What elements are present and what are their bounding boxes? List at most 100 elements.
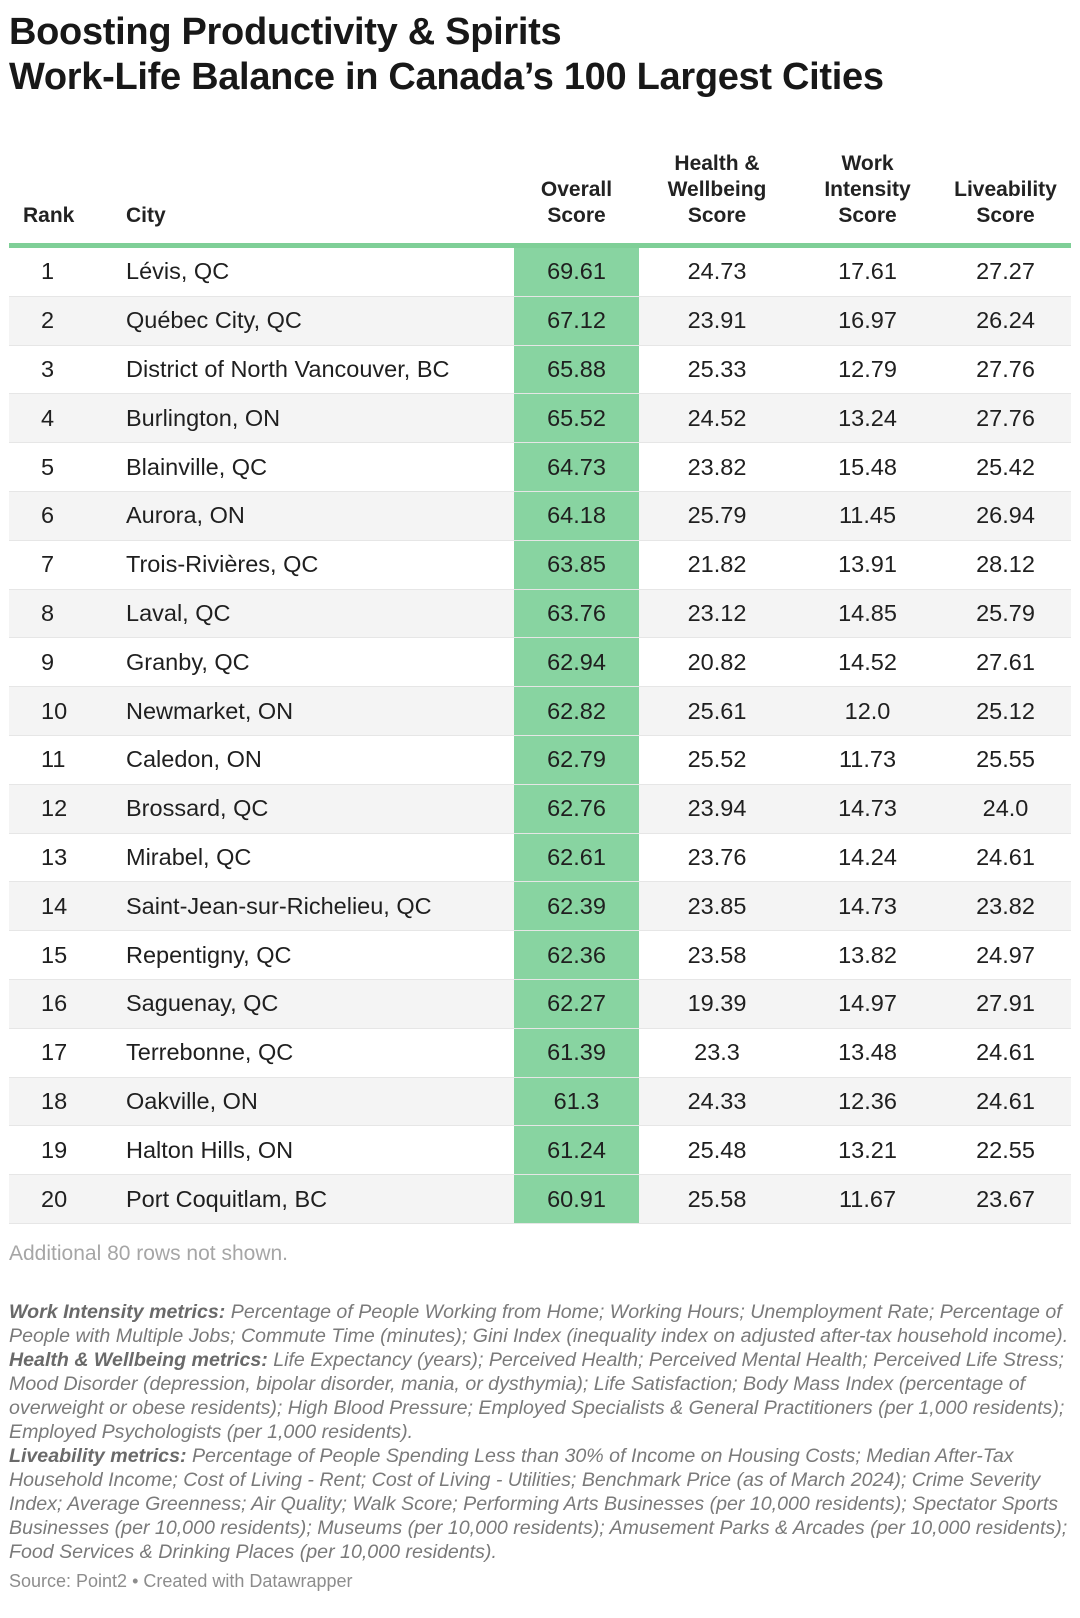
cell-city: Port Coquitlam, BC [126, 1174, 514, 1224]
cell-rank: 13 [9, 833, 126, 883]
cell-overall: 64.18 [514, 491, 639, 541]
table-row: 12 Brossard, QC 62.76 23.94 14.73 24.0 [9, 784, 1071, 834]
cell-city: Lévis, QC [126, 245, 514, 297]
cell-live: 27.61 [940, 637, 1071, 688]
cell-overall: 62.79 [514, 735, 639, 785]
cell-overall: 62.76 [514, 784, 639, 834]
table-row: 10 Newmarket, ON 62.82 25.61 12.0 25.12 [9, 686, 1071, 736]
cell-overall: 62.39 [514, 881, 639, 932]
table-body: 1 Lévis, QC 69.61 24.73 17.61 27.27 2 Québec Ci… [9, 245, 1071, 1224]
cell-health: 25.58 [639, 1174, 795, 1224]
table-header: Rank City Overall Score Health & Wellbeing Sco… [9, 151, 1071, 248]
cell-health: 25.48 [639, 1125, 795, 1176]
cell-live: 24.0 [940, 784, 1071, 834]
cell-health: 25.79 [639, 491, 795, 541]
cell-rank: 7 [9, 540, 126, 590]
cell-live: 25.79 [940, 589, 1071, 639]
cell-rank: 18 [9, 1077, 126, 1127]
cell-rank: 3 [9, 345, 126, 395]
metrics-note-text: Life Expectancy (years); Perceived Healt… [9, 1348, 1065, 1443]
cell-city: Brossard, QC [126, 784, 514, 834]
column-header-line: Score [687, 204, 747, 227]
table-row: 7 Trois-Rivières, QC 63.85 21.82 13.91 28.12 [9, 540, 1071, 590]
table-row: 17 Terrebonne, QC 61.39 23.3 13.48 24.61 [9, 1028, 1071, 1078]
cell-overall: 61.39 [514, 1028, 639, 1078]
cell-overall: 67.12 [514, 296, 639, 346]
column-header-line: Score [547, 204, 606, 227]
column-header-rank[interactable]: Rank [9, 151, 126, 248]
cell-city: Granby, QC [126, 637, 514, 688]
cell-health: 20.82 [639, 637, 795, 688]
table-row: 9 Granby, QC 62.94 20.82 14.52 27.61 [9, 637, 1071, 688]
cell-work: 14.73 [795, 881, 940, 932]
cell-overall: 61.24 [514, 1125, 639, 1176]
column-header-city[interactable]: City [126, 151, 514, 248]
cell-live: 25.12 [940, 686, 1071, 736]
cell-city: Blainville, QC [126, 442, 514, 492]
cell-work: 13.48 [795, 1028, 940, 1078]
cell-city: Oakville, ON [126, 1077, 514, 1127]
cell-city: District of North Vancouver, BC [126, 345, 514, 395]
cell-rank: 8 [9, 589, 126, 639]
cell-city: Québec City, QC [126, 296, 514, 346]
metrics-note-label: Liveability metrics: [9, 1444, 187, 1467]
cell-overall: 62.27 [514, 979, 639, 1029]
cell-rank: 16 [9, 979, 126, 1029]
cell-rank: 14 [9, 881, 126, 932]
column-header-line: Work [841, 152, 894, 175]
chart-container: Boosting Productivity & Spirits Work-Lif… [9, 0, 1071, 1592]
column-header-overall[interactable]: Overall Score [514, 151, 639, 248]
table-row: 11 Caledon, ON 62.79 25.52 11.73 25.55 [9, 735, 1071, 785]
table-row: 8 Laval, QC 63.76 23.12 14.85 25.79 [9, 589, 1071, 639]
cell-overall: 64.73 [514, 442, 639, 492]
column-header-line: City [126, 204, 166, 227]
metrics-note: Work Intensity metrics: Percentage of Pe… [9, 1300, 1071, 1348]
table-row: 4 Burlington, ON 65.52 24.52 13.24 27.76 [9, 393, 1071, 444]
cell-live: 26.94 [940, 491, 1071, 541]
column-header-live[interactable]: Liveability Score [940, 151, 1071, 248]
cell-work: 11.73 [795, 735, 940, 785]
table-row: 1 Lévis, QC 69.61 24.73 17.61 27.27 [9, 245, 1071, 297]
cell-health: 24.73 [639, 245, 795, 297]
cell-city: Repentigny, QC [126, 930, 514, 980]
cell-work: 14.97 [795, 979, 940, 1029]
table-row: 15 Repentigny, QC 62.36 23.58 13.82 24.97 [9, 930, 1071, 980]
cell-rank: 17 [9, 1028, 126, 1078]
table-row: 20 Port Coquitlam, BC 60.91 25.58 11.67 23.67 [9, 1174, 1071, 1224]
column-header-line: Score [838, 204, 897, 227]
cell-work: 12.36 [795, 1077, 940, 1127]
cell-rank: 6 [9, 491, 126, 541]
metrics-notes: Work Intensity metrics: Percentage of Pe… [9, 1300, 1071, 1564]
cell-city: Newmarket, ON [126, 686, 514, 736]
cell-health: 23.12 [639, 589, 795, 639]
cell-city: Saguenay, QC [126, 979, 514, 1029]
table-row: 5 Blainville, QC 64.73 23.82 15.48 25.42 [9, 442, 1071, 492]
table-row: 13 Mirabel, QC 62.61 23.76 14.24 24.61 [9, 833, 1071, 883]
cell-overall: 62.61 [514, 833, 639, 883]
metrics-note-text: Percentage of People Spending Less than … [9, 1444, 1068, 1563]
cell-health: 23.85 [639, 881, 795, 932]
table-row: 2 Québec City, QC 67.12 23.91 16.97 26.24 [9, 296, 1071, 346]
cell-work: 15.48 [795, 442, 940, 492]
cell-work: 14.85 [795, 589, 940, 639]
column-header-line: Overall [540, 178, 613, 201]
cell-live: 24.97 [940, 930, 1071, 980]
cell-overall: 63.85 [514, 540, 639, 590]
cell-city: Saint-Jean-sur-Richelieu, QC [126, 881, 514, 932]
table-row: 18 Oakville, ON 61.3 24.33 12.36 24.61 [9, 1077, 1071, 1127]
cell-live: 27.91 [940, 979, 1071, 1029]
column-header-work[interactable]: Work Intensity Score [795, 151, 940, 248]
cell-health: 24.52 [639, 393, 795, 444]
cell-city: Trois-Rivières, QC [126, 540, 514, 590]
title-line-2: Work-Life Balance in Canada’s 100 Larges… [9, 56, 884, 98]
cell-health: 19.39 [639, 979, 795, 1029]
cell-overall: 69.61 [514, 245, 639, 297]
column-header-health[interactable]: Health & Wellbeing Score [639, 151, 795, 248]
cell-rank: 4 [9, 393, 126, 444]
cell-live: 27.27 [940, 245, 1071, 297]
cell-work: 14.24 [795, 833, 940, 883]
cell-work: 13.91 [795, 540, 940, 590]
metrics-note-label: Work Intensity metrics: [9, 1300, 226, 1323]
cell-rank: 19 [9, 1125, 126, 1176]
cell-overall: 65.52 [514, 393, 639, 444]
